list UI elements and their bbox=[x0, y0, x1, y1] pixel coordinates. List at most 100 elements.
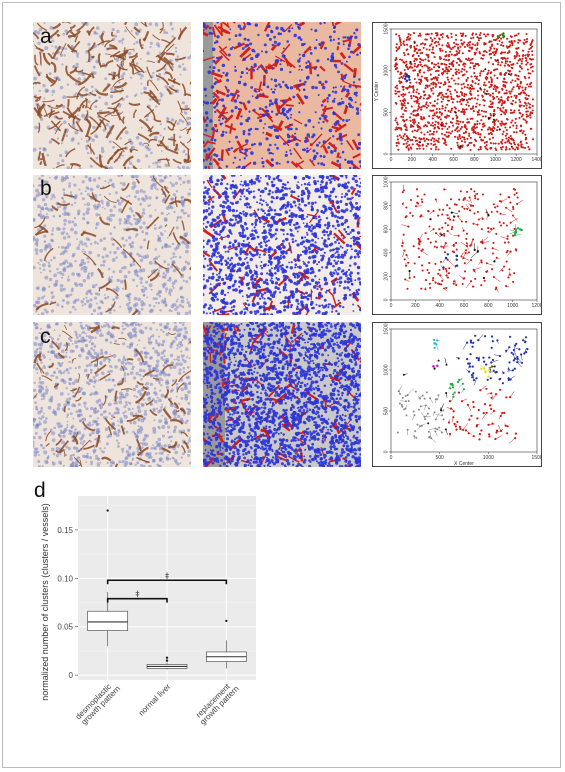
data-point bbox=[473, 144, 476, 147]
data-point bbox=[459, 60, 462, 63]
data-point bbox=[488, 435, 491, 438]
data-point bbox=[442, 208, 445, 211]
data-point bbox=[473, 51, 476, 54]
data-point bbox=[434, 143, 437, 146]
data-point bbox=[418, 408, 420, 411]
data-point bbox=[483, 279, 486, 282]
data-point bbox=[458, 100, 462, 103]
data-point bbox=[409, 119, 412, 122]
data-point bbox=[404, 125, 407, 128]
data-point bbox=[471, 376, 474, 379]
data-point bbox=[486, 128, 490, 131]
data-point bbox=[494, 371, 497, 374]
data-point bbox=[437, 141, 440, 144]
data-point bbox=[403, 43, 406, 47]
data-point bbox=[492, 142, 495, 145]
data-point bbox=[437, 81, 440, 84]
data-point bbox=[471, 80, 474, 83]
data-point bbox=[512, 187, 515, 191]
data-point bbox=[427, 271, 431, 274]
data-point bbox=[501, 138, 504, 141]
data-point bbox=[415, 101, 419, 104]
data-point bbox=[443, 232, 446, 235]
data-point bbox=[451, 225, 454, 229]
data-point bbox=[433, 114, 436, 117]
data-point bbox=[454, 38, 458, 41]
y-tick-label: 500 bbox=[384, 108, 390, 117]
data-point bbox=[462, 388, 465, 391]
data-point bbox=[509, 92, 512, 95]
data-point bbox=[412, 94, 415, 98]
data-point bbox=[517, 74, 520, 78]
data-point bbox=[513, 57, 516, 60]
data-point bbox=[506, 235, 509, 238]
data-point bbox=[418, 147, 421, 150]
data-point bbox=[413, 62, 417, 65]
data-point bbox=[419, 405, 422, 408]
data-point bbox=[472, 341, 475, 344]
data-point bbox=[512, 86, 515, 89]
data-point bbox=[395, 126, 398, 129]
data-point bbox=[461, 67, 464, 71]
data-point bbox=[441, 44, 444, 47]
data-point bbox=[510, 41, 513, 44]
data-point bbox=[480, 119, 483, 122]
data-point bbox=[437, 137, 440, 140]
data-point bbox=[424, 279, 428, 282]
data-point bbox=[418, 243, 421, 246]
data-point bbox=[420, 249, 423, 252]
data-point bbox=[415, 81, 418, 84]
data-point bbox=[427, 97, 430, 100]
data-point bbox=[417, 107, 420, 110]
data-point bbox=[424, 232, 427, 235]
data-point bbox=[522, 118, 525, 121]
data-point bbox=[516, 62, 519, 65]
data-point bbox=[421, 269, 424, 272]
data-point bbox=[425, 138, 428, 141]
data-point bbox=[458, 378, 461, 381]
data-point bbox=[490, 335, 494, 338]
data-point bbox=[410, 124, 413, 127]
x-axis-label: X Center bbox=[454, 461, 474, 466]
data-point bbox=[516, 227, 520, 230]
data-point bbox=[519, 228, 522, 231]
data-point bbox=[455, 122, 458, 125]
data-point bbox=[443, 287, 446, 290]
data-point bbox=[426, 85, 429, 88]
data-point bbox=[483, 360, 486, 363]
data-point bbox=[437, 116, 440, 119]
data-point bbox=[523, 38, 526, 41]
data-point bbox=[410, 85, 413, 88]
data-point bbox=[448, 65, 451, 68]
data-point bbox=[409, 125, 412, 129]
data-point bbox=[416, 423, 419, 426]
data-point bbox=[444, 106, 447, 109]
data-point bbox=[483, 124, 486, 127]
y-tick-label: 200 bbox=[384, 272, 390, 281]
data-point bbox=[529, 66, 533, 69]
data-point bbox=[410, 105, 413, 108]
data-point bbox=[436, 364, 439, 367]
data-point bbox=[496, 205, 499, 208]
data-point bbox=[418, 106, 421, 109]
data-point bbox=[420, 75, 423, 78]
data-point bbox=[523, 75, 526, 78]
y-tick-label: 400 bbox=[384, 248, 390, 257]
data-point bbox=[406, 102, 410, 105]
data-point bbox=[438, 108, 441, 111]
data-point bbox=[455, 248, 458, 251]
data-point bbox=[501, 411, 504, 415]
data-point bbox=[398, 77, 401, 80]
data-point bbox=[439, 118, 442, 121]
data-point bbox=[486, 148, 489, 151]
cluster-link bbox=[482, 236, 489, 243]
data-point bbox=[473, 194, 476, 197]
data-point bbox=[413, 118, 416, 121]
data-point bbox=[446, 204, 449, 207]
x-tick-label: 1000 bbox=[483, 455, 494, 461]
data-point bbox=[471, 62, 474, 65]
data-point bbox=[427, 422, 430, 425]
data-point bbox=[421, 65, 424, 68]
data-point bbox=[500, 200, 503, 203]
data-point bbox=[484, 77, 487, 80]
